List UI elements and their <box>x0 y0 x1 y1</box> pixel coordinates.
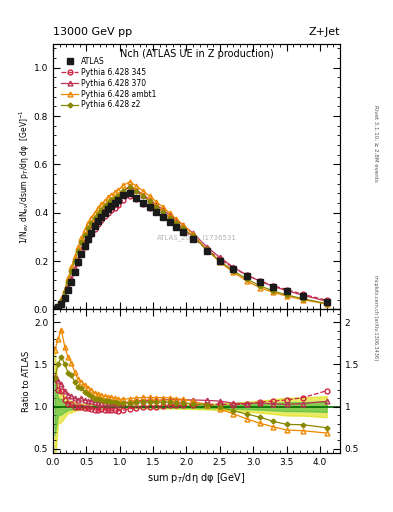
Y-axis label: 1/N$_{ev}$ dN$_{ev}$/dsum p$_T$/dη dφ  [GeV]$^{-1}$: 1/N$_{ev}$ dN$_{ev}$/dsum p$_T$/dη dφ [G… <box>18 109 33 244</box>
Text: ATLAS_2019_I1736531: ATLAS_2019_I1736531 <box>156 234 237 241</box>
Text: Nch (ATLAS UE in Z production): Nch (ATLAS UE in Z production) <box>119 49 274 59</box>
Text: mcplots.cern.ch [arXiv:1306.3436]: mcplots.cern.ch [arXiv:1306.3436] <box>373 275 378 360</box>
Y-axis label: Ratio to ATLAS: Ratio to ATLAS <box>22 351 31 412</box>
X-axis label: sum p$_T$/dη dφ [GeV]: sum p$_T$/dη dφ [GeV] <box>147 471 246 485</box>
Legend: ATLAS, Pythia 6.428 345, Pythia 6.428 370, Pythia 6.428 ambt1, Pythia 6.428 z2: ATLAS, Pythia 6.428 345, Pythia 6.428 37… <box>60 55 158 111</box>
Text: 13000 GeV pp: 13000 GeV pp <box>53 27 132 37</box>
Text: Rivet 3.1.10, ≥ 2.8M events: Rivet 3.1.10, ≥ 2.8M events <box>373 105 378 182</box>
Text: Z+Jet: Z+Jet <box>309 27 340 37</box>
